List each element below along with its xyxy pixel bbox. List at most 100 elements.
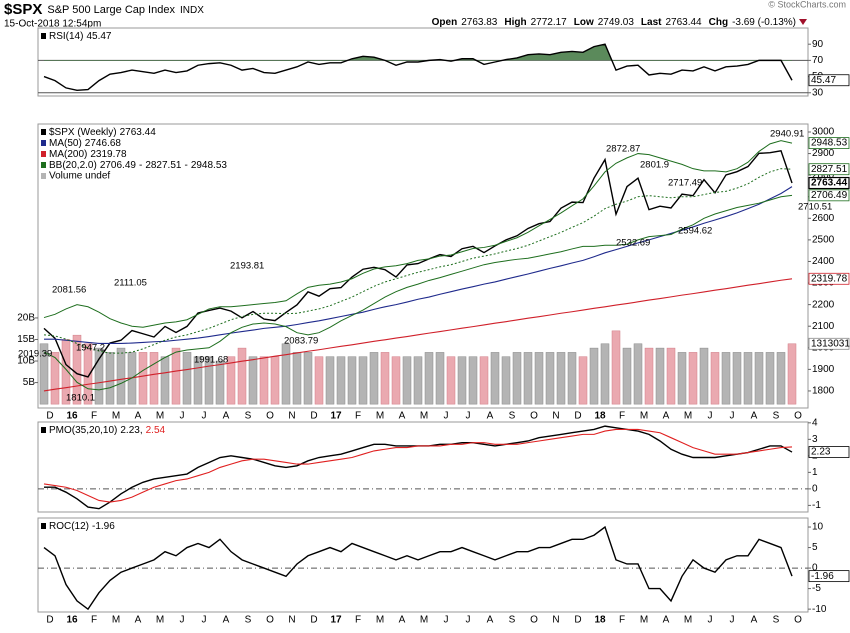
x-tick-label: J — [466, 615, 471, 626]
panel-frame — [37, 517, 809, 613]
legend-entry: MA(50) 2746.68 — [49, 138, 121, 149]
legend-separator: - — [139, 160, 142, 171]
last-value: 2948.53 — [811, 138, 848, 149]
x-tick-label: A — [223, 411, 230, 422]
volume-bar — [666, 347, 676, 405]
x-tick-label: A — [751, 411, 758, 422]
price-annotation: 2019.39 — [18, 349, 52, 360]
x-tick-label: M — [156, 411, 164, 422]
last-value-box — [808, 176, 850, 190]
x-tick-label: M — [420, 411, 428, 422]
last-value: 2319.78 — [811, 273, 848, 284]
x-tick-label: J — [730, 615, 735, 626]
volume-bar — [479, 356, 489, 405]
volume-bar — [61, 339, 71, 405]
y-tick-label: 30 — [812, 87, 824, 98]
quote: Open 2763.83 High 2772.17 Low 2749.03 Last 2763… — [432, 17, 796, 28]
volume-bar — [754, 352, 764, 405]
volume-bar — [457, 356, 467, 405]
y-tick-label: 2900 — [812, 148, 835, 159]
copyright: © StockCharts.com — [768, 0, 846, 9]
volume-tick-label: 15B — [17, 334, 35, 345]
legend-swatch — [41, 151, 46, 157]
price-annotation: 1810.1 — [66, 393, 95, 404]
x-tick-label: F — [619, 615, 625, 626]
volume-bar — [138, 352, 148, 405]
last-value-box — [808, 189, 850, 202]
x-tick-label: A — [663, 411, 670, 422]
volume-bar — [292, 352, 302, 405]
volume-bar — [314, 356, 324, 405]
x-tick-label: S — [245, 615, 252, 626]
volume-label: 1313031 — [811, 338, 850, 349]
quote-value: 2772.17 — [531, 17, 568, 28]
volume-bar — [600, 343, 610, 405]
y-tick-label: 2800 — [812, 170, 835, 181]
volume-bar — [589, 347, 599, 405]
volume-bar — [149, 352, 159, 405]
price-annotation: 2081.56 — [52, 285, 86, 296]
x-tick-label: M — [376, 615, 384, 626]
main-line — [43, 43, 793, 92]
x-tick-label: J — [180, 615, 185, 626]
last-value: 2763.44 — [811, 178, 848, 189]
quote-value: 2763.44 — [665, 17, 702, 28]
legend-entry: MA(200) 2319.78 — [49, 149, 127, 160]
volume-bar — [171, 347, 181, 405]
x-tick-label: F — [91, 411, 97, 422]
volume-bar — [424, 352, 434, 405]
volume-bar — [655, 347, 665, 405]
volume-bar — [787, 343, 797, 405]
price-annotation: 1947.2 — [76, 343, 105, 354]
volume-bar — [39, 343, 49, 405]
legend-swatch — [41, 427, 46, 433]
legend-value: 2763.44 — [120, 127, 157, 138]
volume-bar — [534, 352, 544, 405]
legend-entry: $SPX (Weekly) 2763.44 — [49, 127, 156, 138]
legend-swatch — [41, 162, 46, 168]
volume-bar — [402, 356, 412, 405]
last-value-box — [808, 163, 850, 176]
price-annotation: 2940.91 — [770, 129, 804, 140]
volume-bar — [512, 352, 522, 405]
last-value: 2827.51 — [811, 164, 848, 175]
volume-bar — [611, 330, 621, 405]
last-value-box — [808, 570, 850, 583]
quote-value: 2763.83 — [461, 17, 498, 28]
price-annotation: 2111.05 — [114, 278, 147, 289]
volume-bar — [248, 356, 258, 405]
volume-bar — [215, 360, 225, 405]
volume-bar — [732, 352, 742, 405]
x-tick-label: M — [112, 615, 120, 626]
main-line — [43, 525, 793, 611]
legend-name: $SPX (Weekly) — [49, 127, 117, 138]
x-tick-label: O — [794, 411, 802, 422]
y-tick-label: 90 — [812, 39, 824, 50]
x-tick-label: M — [684, 411, 692, 422]
last-value: 45.47 — [811, 75, 836, 86]
y-tick-label: 0 — [812, 563, 818, 574]
volume-bar — [446, 356, 456, 405]
change-arrow — [799, 19, 807, 25]
price-annotation: 2801.9 — [640, 160, 669, 171]
x-tick-label: S — [773, 615, 780, 626]
y-tick-label: -1 — [812, 500, 821, 511]
legend-swatch — [41, 140, 46, 146]
volume-bar — [116, 347, 126, 405]
volume-bar — [622, 347, 632, 405]
x-tick-label: J — [180, 411, 185, 422]
price-annotation: 2532.69 — [616, 238, 650, 249]
bb-lower — [43, 194, 793, 391]
x-tick-label: O — [794, 615, 802, 626]
x-tick-label: D — [574, 411, 581, 422]
volume-bar — [105, 352, 115, 405]
volume-bar — [699, 347, 709, 405]
last-value: 2.23 — [811, 447, 831, 458]
quote-label: Last — [641, 17, 662, 28]
legend-name: MA(200) — [49, 149, 87, 160]
legend-swatch — [41, 523, 46, 529]
legend-value: 2.54 — [146, 425, 166, 436]
quote-value: 2749.03 — [598, 17, 635, 28]
x-tick-label: A — [751, 615, 758, 626]
